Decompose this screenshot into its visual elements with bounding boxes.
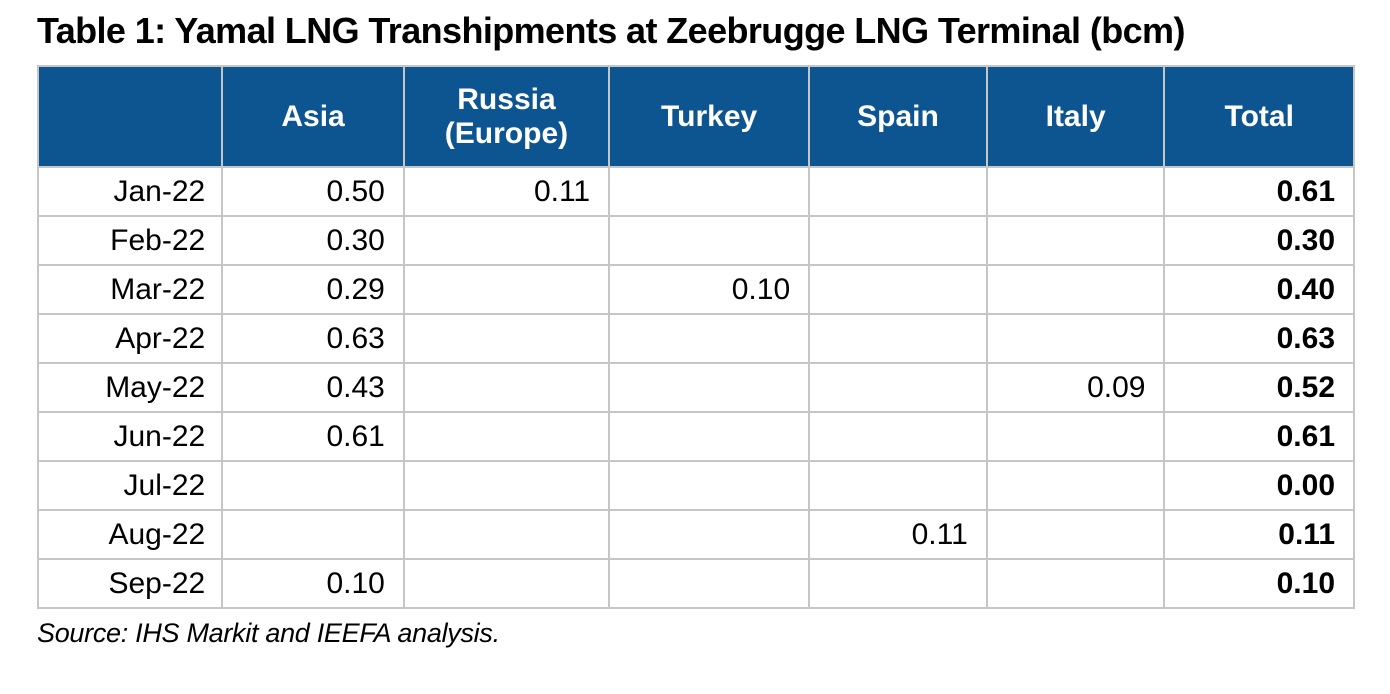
value-cell-italy: [985, 509, 1166, 560]
value-cell-italy: [985, 411, 1166, 462]
month-cell: Jun-22: [36, 411, 224, 462]
total-cell: 0.40: [1163, 264, 1355, 315]
month-cell: Sep-22: [36, 558, 224, 609]
value-cell-italy: [985, 215, 1166, 266]
value-cell-asia: 0.10: [221, 558, 405, 609]
value-cell-italy: [985, 166, 1166, 217]
table-row-jul-22: Jul-22 0.00: [36, 460, 1355, 511]
month-cell: Feb-22: [36, 215, 224, 266]
value-cell-turkey: [608, 509, 811, 560]
value-cell-italy: [985, 460, 1166, 511]
value-cell-turkey: [608, 460, 811, 511]
transhipments-table: Asia Russia (Europe) Turkey Spain Italy …: [36, 65, 1355, 609]
value-cell-spain: [808, 362, 988, 413]
value-cell-spain: [808, 264, 988, 315]
total-cell: 0.52: [1163, 362, 1355, 413]
value-cell-spain: [808, 411, 988, 462]
table-row-aug-22: Aug-22 0.11 0.11: [36, 509, 1355, 560]
value-cell-asia: 0.43: [221, 362, 405, 413]
total-cell: 0.11: [1163, 509, 1355, 560]
month-cell: Jul-22: [36, 460, 224, 511]
value-cell-russia-europe: [402, 509, 611, 560]
source-note: Source: IHS Markit and IEEFA analysis.: [37, 618, 500, 648]
month-cell: Apr-22: [36, 313, 224, 364]
header-cell-empty: [36, 65, 224, 168]
header-row: Asia Russia (Europe) Turkey Spain Italy …: [36, 65, 1355, 168]
value-cell-turkey: [608, 313, 811, 364]
value-cell-asia: 0.63: [221, 313, 405, 364]
value-cell-italy: [985, 558, 1166, 609]
value-cell-italy: 0.09: [985, 362, 1166, 413]
table-row-may-22: May-22 0.43 0.09 0.52: [36, 362, 1355, 413]
table-row-jun-22: Jun-22 0.61 0.61: [36, 411, 1355, 462]
value-cell-turkey: 0.10: [608, 264, 811, 315]
value-cell-turkey: [608, 362, 811, 413]
value-cell-spain: [808, 460, 988, 511]
table-row-apr-22: Apr-22 0.63 0.63: [36, 313, 1355, 364]
value-cell-asia: 0.50: [221, 166, 405, 217]
value-cell-spain: 0.11: [808, 509, 988, 560]
value-cell-italy: [985, 313, 1166, 364]
month-cell: Aug-22: [36, 509, 224, 560]
month-cell: Mar-22: [36, 264, 224, 315]
value-cell-spain: [808, 215, 988, 266]
month-cell: Jan-22: [36, 166, 224, 217]
value-cell-turkey: [608, 411, 811, 462]
value-cell-russia-europe: [402, 460, 611, 511]
value-cell-russia-europe: [402, 313, 611, 364]
value-cell-asia: 0.61: [221, 411, 405, 462]
value-cell-russia-europe: [402, 264, 611, 315]
header-cell-russia-europe: Russia (Europe): [402, 65, 611, 168]
table-row-mar-22: Mar-22 0.29 0.10 0.40: [36, 264, 1355, 315]
header-cell-total: Total: [1163, 65, 1355, 168]
header-cell-spain: Spain: [808, 65, 988, 168]
total-cell: 0.63: [1163, 313, 1355, 364]
month-cell: May-22: [36, 362, 224, 413]
table-row-jan-22: Jan-22 0.50 0.11 0.61: [36, 166, 1355, 217]
total-cell: 0.10: [1163, 558, 1355, 609]
table-row-feb-22: Feb-22 0.30 0.30: [36, 215, 1355, 266]
value-cell-turkey: [608, 558, 811, 609]
value-cell-russia-europe: [402, 558, 611, 609]
value-cell-spain: [808, 558, 988, 609]
total-cell: 0.30: [1163, 215, 1355, 266]
value-cell-asia: 0.30: [221, 215, 405, 266]
table-row-sep-22: Sep-22 0.10 0.10: [36, 558, 1355, 609]
value-cell-spain: [808, 166, 988, 217]
value-cell-turkey: [608, 166, 811, 217]
value-cell-turkey: [608, 215, 811, 266]
value-cell-asia: 0.29: [221, 264, 405, 315]
total-cell: 0.61: [1163, 411, 1355, 462]
value-cell-russia-europe: [402, 215, 611, 266]
value-cell-russia-europe: [402, 411, 611, 462]
total-cell: 0.00: [1163, 460, 1355, 511]
total-cell: 0.61: [1163, 166, 1355, 217]
value-cell-italy: [985, 264, 1166, 315]
value-cell-asia: [221, 460, 405, 511]
header-cell-turkey: Turkey: [608, 65, 811, 168]
value-cell-spain: [808, 313, 988, 364]
header-cell-italy: Italy: [985, 65, 1166, 168]
value-cell-asia: [221, 509, 405, 560]
table-title: Table 1: Yamal LNG Transhipments at Zeeb…: [37, 10, 1185, 51]
value-cell-russia-europe: [402, 362, 611, 413]
value-cell-russia-europe: 0.11: [402, 166, 611, 217]
header-cell-asia: Asia: [221, 65, 405, 168]
